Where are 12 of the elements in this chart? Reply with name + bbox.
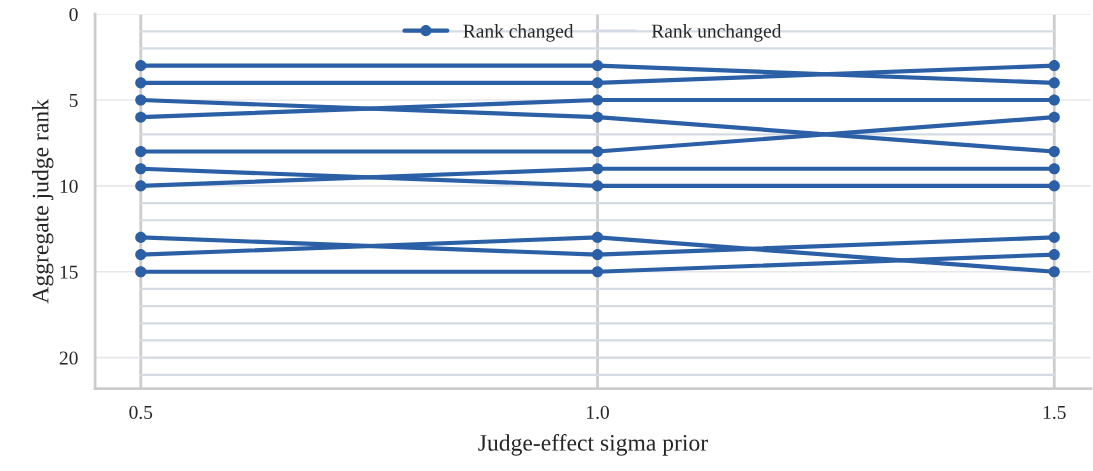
x-axis-title: Judge-effect sigma prior [478,433,708,456]
x-tick-label: 0.5 [129,405,153,420]
y-tick-label: 15 [60,265,78,279]
y-tick-label: 10 [60,179,78,193]
x-tick-label: 1.0 [587,405,609,420]
y-tick-label: 5 [69,94,78,107]
x-tick-label: 1.5 [1043,405,1066,420]
legend-label: Rank changed [463,23,574,42]
legend-label: Rank unchanged [651,23,782,42]
y-tick-label: 0 [69,7,78,22]
y-tick-label: 20 [59,351,78,365]
y-axis-title: Aggregate judge rank [31,99,54,304]
